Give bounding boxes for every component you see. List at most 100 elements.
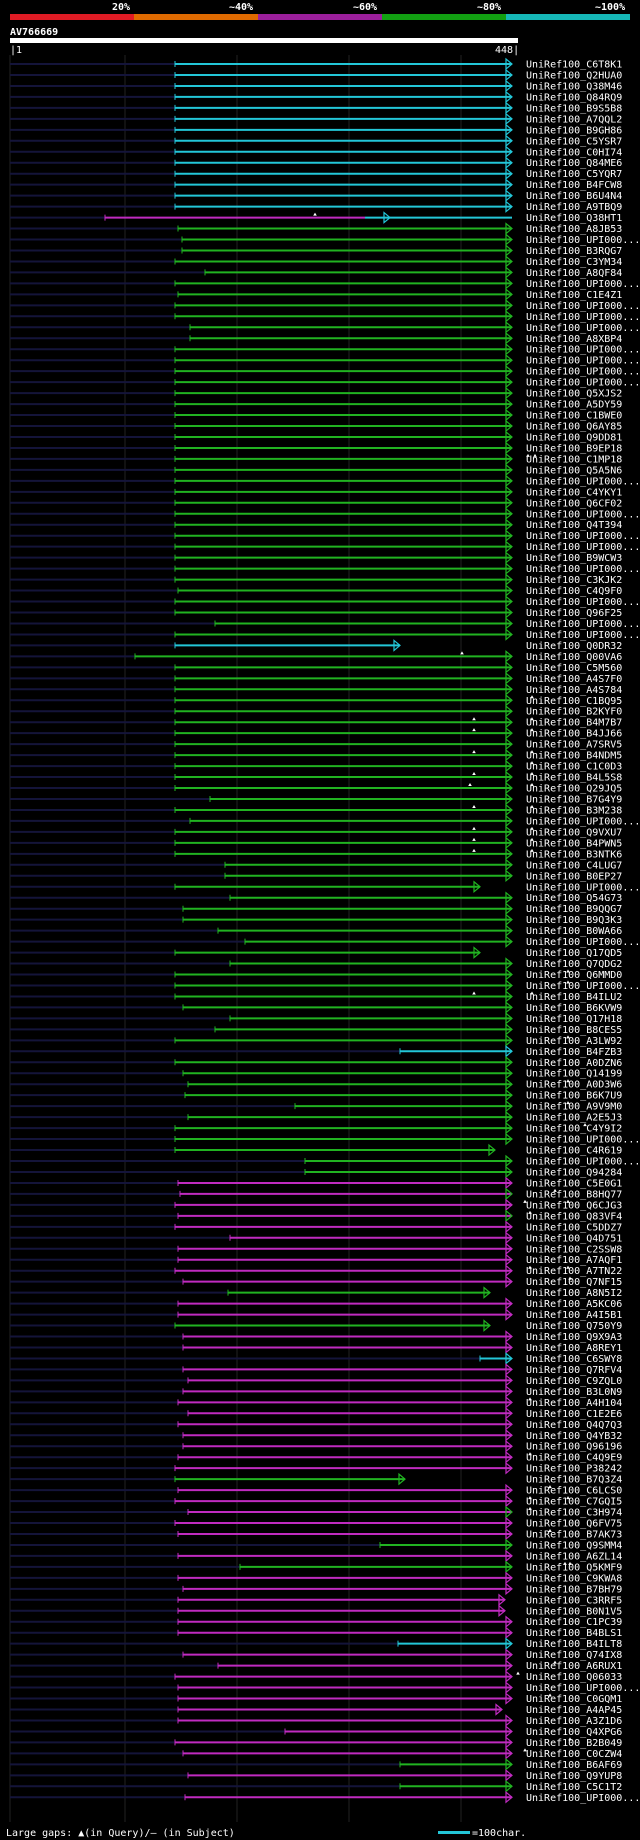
hit-label[interactable]: UniRef100_A8REY1	[526, 1343, 622, 1354]
hit-label[interactable]: UniRef100_UPI000...	[526, 630, 640, 641]
hit-label[interactable]: UniRef100_UPI000...	[526, 1683, 640, 1694]
hit-label[interactable]: UniRef100_C7GQI5	[526, 1497, 622, 1508]
hit-label[interactable]: UniRef100_Q9YUP8	[526, 1771, 622, 1782]
hit-label[interactable]: UniRef100_B9Q3K3	[526, 915, 622, 926]
hit-label[interactable]: UniRef100_C3YM34	[526, 257, 622, 268]
hit-label[interactable]: UniRef100_C9ZQL0	[526, 1376, 622, 1387]
hit-label[interactable]: UniRef100_A8QF84	[526, 268, 622, 279]
hit-label[interactable]: UniRef100_B0EP27	[526, 871, 622, 882]
hit-label[interactable]: UniRef100_Q17H18	[526, 1014, 622, 1025]
hit-label[interactable]: UniRef100_C5C1T2	[526, 1782, 622, 1793]
hit-label[interactable]: UniRef100_Q4Q7Q3	[526, 1420, 622, 1431]
hit-label[interactable]: UniRef100_B9QQG7	[526, 904, 622, 915]
hit-label[interactable]: UniRef100_C3KJK2	[526, 575, 622, 586]
hit-label[interactable]: UniRef100_A9V9M0	[526, 1102, 622, 1113]
hit-label[interactable]: UniRef100_C4LUG7	[526, 860, 622, 871]
hit-label[interactable]: UniRef100_UPI000...	[526, 476, 640, 487]
hit-label[interactable]: UniRef100_Q6FV75	[526, 1519, 622, 1530]
hit-label[interactable]: UniRef100_Q83VF4	[526, 1211, 622, 1222]
hit-label[interactable]: UniRef100_B7Q3Z4	[526, 1475, 622, 1486]
hit-label[interactable]: UniRef100_UPI000...	[526, 312, 640, 323]
hit-label[interactable]: UniRef100_Q9DD81	[526, 432, 622, 443]
hit-label[interactable]: UniRef100_C6T8K1	[526, 60, 622, 71]
hit-label[interactable]: UniRef100_B4L5S8	[526, 773, 622, 784]
hit-label[interactable]: UniRef100_UPI000...	[526, 531, 640, 542]
hit-label[interactable]: UniRef100_Q750Y9	[526, 1321, 622, 1332]
hit-label[interactable]: UniRef100_C3RRF5	[526, 1595, 622, 1606]
hit-label[interactable]: UniRef100_Q5KMF9	[526, 1562, 622, 1573]
hit-label[interactable]: UniRef100_C0CZW4	[526, 1749, 622, 1760]
hit-label[interactable]: UniRef100_B7G4Y9	[526, 794, 622, 805]
hit-label[interactable]: UniRef100_C5YQR7	[526, 169, 622, 180]
hit-label[interactable]: UniRef100_A4H104	[526, 1398, 622, 1409]
hit-label[interactable]: UniRef100_A6RUX1	[526, 1661, 622, 1672]
hit-label[interactable]: UniRef100_A8N5I2	[526, 1288, 622, 1299]
hit-label[interactable]: UniRef100_Q4T394	[526, 520, 622, 531]
hit-label[interactable]: UniRef100_A6ZL14	[526, 1551, 622, 1562]
hit-label[interactable]: UniRef100_UPI000...	[526, 1135, 640, 1146]
hit-label[interactable]: UniRef100_Q7NF15	[526, 1277, 622, 1288]
hit-label[interactable]: UniRef100_P38242	[526, 1464, 622, 1475]
hit-label[interactable]: UniRef100_A7AQF1	[526, 1255, 622, 1266]
hit-label[interactable]: UniRef100_C2SSW8	[526, 1244, 622, 1255]
hit-label[interactable]: UniRef100_Q4D751	[526, 1233, 622, 1244]
hit-label[interactable]: UniRef100_B9WCW3	[526, 553, 622, 564]
hit-label[interactable]: UniRef100_A5DY59	[526, 400, 622, 411]
hit-label[interactable]: UniRef100_A8JB53	[526, 224, 622, 235]
hit-label[interactable]: UniRef100_Q6CJG3	[526, 1200, 622, 1211]
hit-label[interactable]: UniRef100_B6U4N4	[526, 191, 622, 202]
hit-label[interactable]: UniRef100_B4ILT8	[526, 1639, 622, 1650]
hit-label[interactable]: UniRef100_B8CES5	[526, 1025, 622, 1036]
hit-label[interactable]: UniRef100_B2B049	[526, 1738, 622, 1749]
hit-label[interactable]: UniRef100_UPI000...	[526, 378, 640, 389]
hit-label[interactable]: UniRef100_Q00VA6	[526, 652, 622, 663]
hit-label[interactable]: UniRef100_A4S7F0	[526, 674, 622, 685]
hit-label[interactable]: UniRef100_B2KYF0	[526, 707, 622, 718]
hit-label[interactable]: UniRef100_A4S784	[526, 685, 622, 696]
hit-label[interactable]: UniRef100_Q84ME6	[526, 158, 622, 169]
hit-label[interactable]: UniRef100_Q29JQ5	[526, 784, 622, 795]
hit-label[interactable]: UniRef100_Q4YB32	[526, 1431, 622, 1442]
hit-label[interactable]: UniRef100_Q2HUA0	[526, 70, 622, 81]
hit-label[interactable]: UniRef100_Q17QD5	[526, 948, 622, 959]
hit-label[interactable]: UniRef100_UPI000...	[526, 619, 640, 630]
hit-label[interactable]: UniRef100_B4M7B7	[526, 718, 622, 729]
hit-label[interactable]: UniRef100_C5E0G1	[526, 1178, 622, 1189]
hit-label[interactable]: UniRef100_C5M560	[526, 663, 622, 674]
hit-label[interactable]: UniRef100_C4Q9E9	[526, 1453, 622, 1464]
hit-label[interactable]: UniRef100_B9S5B8	[526, 103, 622, 114]
hit-label[interactable]: UniRef100_UPI000...	[526, 345, 640, 356]
hit-label[interactable]: UniRef100_UPI000...	[526, 937, 640, 948]
hit-label[interactable]: UniRef100_C9KWA8	[526, 1573, 622, 1584]
hit-label[interactable]: UniRef100_C4YKY1	[526, 487, 622, 498]
hit-label[interactable]: UniRef100_A4I5B1	[526, 1310, 622, 1321]
hit-label[interactable]: UniRef100_B8HQ77	[526, 1189, 622, 1200]
hit-label[interactable]: UniRef100_A0D3W6	[526, 1080, 622, 1091]
hit-label[interactable]: UniRef100_Q6CF02	[526, 498, 622, 509]
hit-label[interactable]: UniRef100_B4BLS1	[526, 1628, 622, 1639]
hit-label[interactable]: UniRef100_A7QQL2	[526, 114, 622, 125]
hit-label[interactable]: UniRef100_B7AK73	[526, 1529, 622, 1540]
hit-label[interactable]: UniRef100_B4NDM5	[526, 751, 622, 762]
hit-label[interactable]: UniRef100_UPI000...	[526, 1157, 640, 1168]
hit-label[interactable]: UniRef100_Q38M46	[526, 81, 622, 92]
hit-label[interactable]: UniRef100_Q96F25	[526, 608, 622, 619]
hit-label[interactable]: UniRef100_C6SWY8	[526, 1354, 622, 1365]
hit-label[interactable]: UniRef100_A0DZN6	[526, 1058, 622, 1069]
hit-label[interactable]: UniRef100_Q9SMM4	[526, 1540, 622, 1551]
hit-label[interactable]: UniRef100_C6LCS0	[526, 1486, 622, 1497]
hit-label[interactable]: UniRef100_C1MP18	[526, 454, 622, 465]
hit-label[interactable]: UniRef100_Q74IX8	[526, 1650, 622, 1661]
hit-label[interactable]: UniRef100_Q9X9A3	[526, 1332, 622, 1343]
hit-label[interactable]: UniRef100_B4PWN5	[526, 838, 622, 849]
hit-label[interactable]: UniRef100_Q96196	[526, 1442, 622, 1453]
hit-label[interactable]: UniRef100_Q06033	[526, 1672, 622, 1683]
hit-label[interactable]: UniRef100_A4AP45	[526, 1705, 622, 1716]
hit-label[interactable]: UniRef100_Q84RQ9	[526, 92, 622, 103]
hit-label[interactable]: UniRef100_B3M238	[526, 805, 622, 816]
hit-label[interactable]: UniRef100_A8XBP4	[526, 334, 622, 345]
hit-label[interactable]: UniRef100_C1E2E6	[526, 1409, 622, 1420]
hit-label[interactable]: UniRef100_UPI000...	[526, 356, 640, 367]
hit-label[interactable]: UniRef100_B4FCW8	[526, 180, 622, 191]
hit-label[interactable]: UniRef100_B3L0N9	[526, 1387, 622, 1398]
